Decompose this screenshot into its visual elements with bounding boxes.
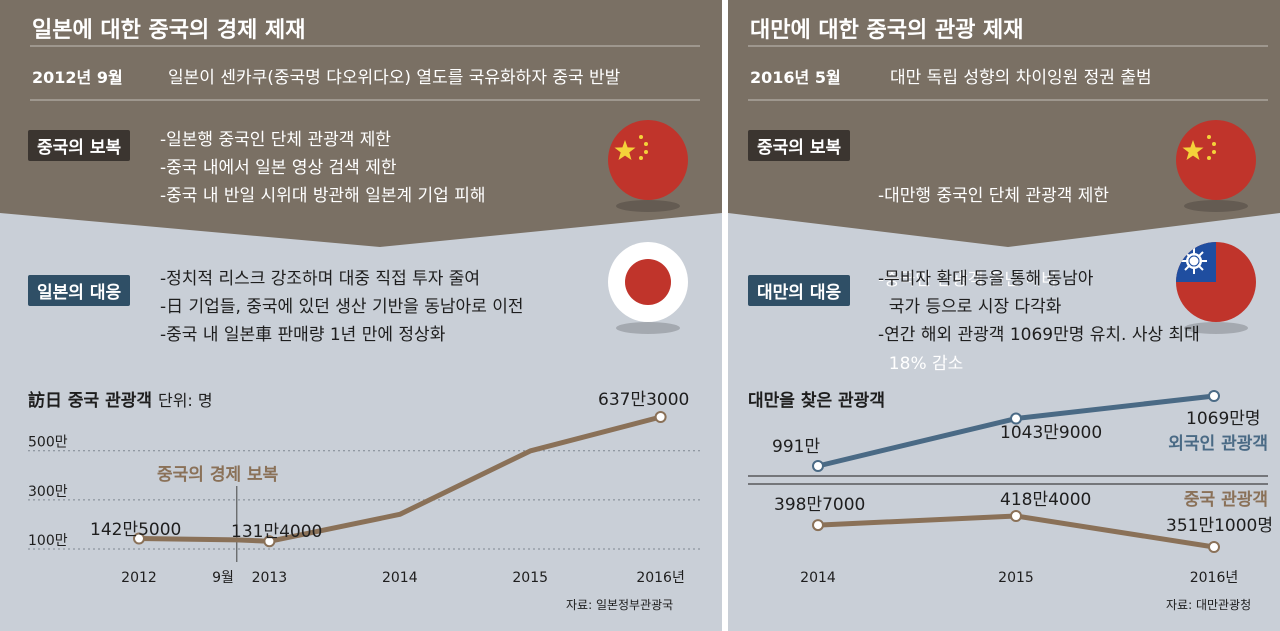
panel-title: 대만에 대한 중국의 관광 제재 bbox=[750, 18, 1024, 43]
list-item: -일본행 중국인 단체 관광객 제한 bbox=[160, 130, 392, 150]
data-point bbox=[1208, 541, 1220, 553]
y-tick-label: 100만 bbox=[28, 533, 68, 549]
y-tick-label: 500만 bbox=[28, 435, 68, 451]
series-name-label: 외국인 관광객 bbox=[1168, 434, 1268, 454]
x-tick-label: 2014 bbox=[382, 570, 418, 586]
japan-response-badge: 일본의 대응 bbox=[28, 275, 131, 306]
y-tick-label: 300만 bbox=[28, 484, 68, 500]
data-label: 142만5000 bbox=[90, 520, 181, 540]
data-point bbox=[1010, 510, 1022, 522]
x-tick-label: 2014 bbox=[800, 570, 836, 586]
x-tick-label: 2015 bbox=[998, 570, 1034, 586]
x-tick-label: 2016년 bbox=[636, 570, 685, 586]
list-item: -중국 내 일본車 판매량 1년 만에 정상화 bbox=[160, 325, 446, 345]
taiwan-tourist-chart: 991만 1043만9000 1069만명 398만7000 418만4000 351만1… bbox=[748, 390, 1273, 586]
japan-panel: 일본에 대한 중국의 경제 제재 2012년 9월 일본이 센카쿠(중국명 댜오… bbox=[0, 0, 722, 631]
japan-flag-icon bbox=[608, 242, 688, 334]
chart-title: 대만을 찾은 관광객 bbox=[748, 391, 885, 411]
chart-title: 訪日 중국 관광객 단위: 명 bbox=[28, 386, 213, 411]
data-point bbox=[133, 532, 145, 545]
list-item: -무비자 확대 등을 통해 동남아 bbox=[878, 269, 1094, 289]
data-label: 637만3000 bbox=[598, 390, 689, 410]
data-label: 398만7000 bbox=[774, 495, 865, 515]
event-description: 일본이 센카쿠(중국명 댜오위다오) 열도를 국유화하자 중국 반발 bbox=[168, 68, 621, 88]
event-description: 대만 독립 성향의 차이잉원 정권 출범 bbox=[890, 68, 1152, 88]
header-background bbox=[728, 0, 1280, 247]
list-item: -중국 내에서 일본 영상 검색 제한 bbox=[160, 158, 397, 178]
data-label: 131만4000 bbox=[231, 522, 322, 542]
x-tick-label: 2016년 bbox=[1190, 570, 1239, 586]
data-point bbox=[812, 460, 824, 472]
taiwan-response-list: -무비자 확대 등을 통해 동남아 국가 등으로 시장 다각화 -연간 해외 관… bbox=[878, 265, 1200, 349]
source-note: 자료: 일본정부관광국 bbox=[566, 598, 674, 612]
chart-unit: 단위: 명 bbox=[157, 391, 213, 410]
china-retaliation-badge: 중국의 보복 bbox=[28, 130, 131, 161]
list-item: -정치적 리스크 강조하며 대중 직접 투자 줄여 bbox=[160, 269, 481, 289]
china-retaliation-list: -대만행 중국인 단체 관광객 제한 -중국인 관광객 전년 대비 18% 감소 bbox=[878, 126, 1109, 434]
data-point bbox=[654, 411, 667, 423]
x-tick-label: 2013 bbox=[252, 570, 288, 586]
x-tick-label: 2012 bbox=[121, 570, 157, 586]
taiwan-response-badge: 대만의 대응 bbox=[748, 275, 851, 306]
taiwan-panel: 대만에 대한 중국의 관광 제재 2016년 5월 대만 독립 성향의 차이잉원… bbox=[728, 0, 1280, 631]
data-label: 1043만9000 bbox=[1000, 423, 1102, 443]
list-item: -日 기업들, 중국에 있던 생산 기반을 동남아로 이전 bbox=[160, 297, 524, 317]
x-tick-label: 2015 bbox=[512, 570, 548, 586]
china-flag-icon bbox=[608, 120, 688, 212]
china-retaliation-list: -일본행 중국인 단체 관광객 제한 -중국 내에서 일본 영상 검색 제한 -… bbox=[160, 126, 485, 210]
series-line bbox=[138, 414, 662, 544]
china-retaliation-badge: 중국의 보복 bbox=[748, 130, 851, 161]
x-tick-label: 9월 bbox=[212, 570, 234, 586]
series-name-label: 중국 관광객 bbox=[1184, 490, 1268, 510]
list-item: 18% 감소 bbox=[878, 354, 964, 374]
data-point bbox=[812, 519, 824, 532]
data-label: 351만1000명 bbox=[1166, 516, 1273, 536]
data-point bbox=[1208, 390, 1220, 402]
header-background bbox=[0, 0, 722, 247]
list-item: -대만행 중국인 단체 관광객 제한 bbox=[878, 186, 1110, 206]
panel-title: 일본에 대한 중국의 경제 제재 bbox=[32, 18, 306, 43]
japan-response-list: -정치적 리스크 강조하며 대중 직접 투자 줄여 -日 기업들, 중국에 있던… bbox=[160, 265, 524, 349]
list-item: -중국인 관광객 전년 대비 bbox=[878, 270, 1057, 290]
list-item: 국가 등으로 시장 다각화 bbox=[878, 297, 1062, 317]
list-item: -연간 해외 관광객 1069만명 유치. 사상 최대 bbox=[878, 325, 1200, 345]
chart-title-text: 訪日 중국 관광객 bbox=[28, 391, 153, 411]
event-date: 2012년 9월 bbox=[32, 68, 123, 87]
annotation-label: 중국의 경제 보복 bbox=[157, 465, 279, 485]
china-flag-icon bbox=[1176, 120, 1256, 212]
list-item: -중국 내 반일 시위대 방관해 일본계 기업 피해 bbox=[160, 186, 486, 206]
source-note: 자료: 대만관광청 bbox=[1166, 598, 1252, 612]
event-date: 2016년 5월 bbox=[750, 68, 841, 87]
data-label: 418만4000 bbox=[1000, 490, 1091, 510]
taiwan-flag-icon bbox=[1176, 242, 1256, 334]
data-label: 991만 bbox=[772, 437, 820, 457]
data-label: 1069만명 bbox=[1186, 409, 1261, 429]
data-point bbox=[263, 535, 276, 548]
data-point bbox=[1010, 412, 1022, 425]
